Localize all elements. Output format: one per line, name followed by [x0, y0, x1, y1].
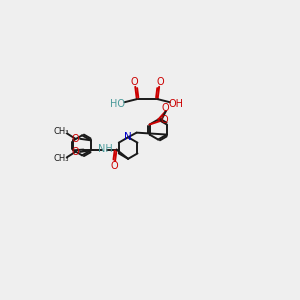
Text: O: O: [160, 115, 168, 125]
Text: O: O: [110, 161, 118, 171]
Text: CH₃: CH₃: [54, 154, 69, 163]
Text: OH: OH: [169, 99, 184, 109]
Text: N: N: [124, 132, 132, 142]
Text: O: O: [156, 77, 164, 87]
Text: O: O: [72, 147, 79, 157]
Text: O: O: [131, 77, 138, 87]
Text: NH: NH: [98, 144, 112, 154]
Text: O: O: [161, 103, 169, 113]
Text: CH₃: CH₃: [54, 128, 69, 136]
Text: O: O: [72, 134, 79, 144]
Text: HO: HO: [110, 99, 125, 109]
